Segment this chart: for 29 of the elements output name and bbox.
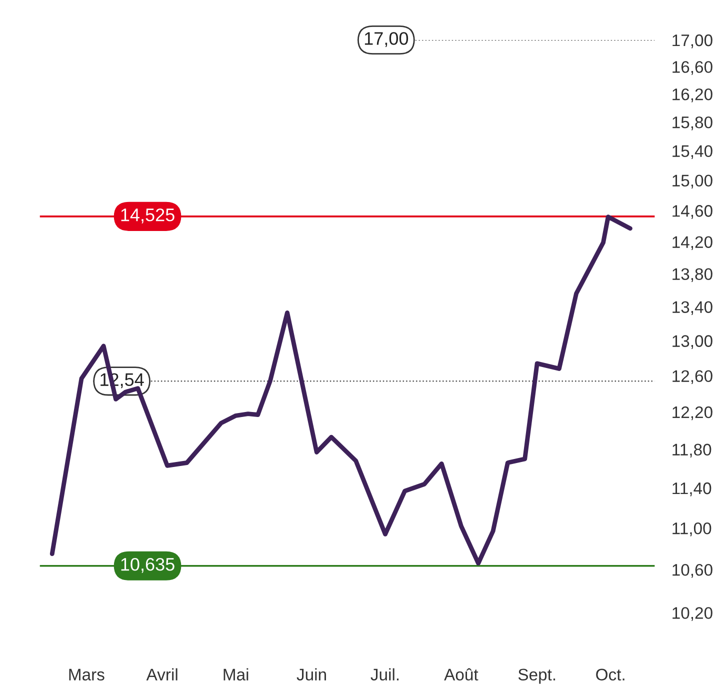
y-tick-label: 11,80 [672,444,712,458]
y-tick-label: 16,60 [672,61,712,75]
ref-line-label: 10,635 [121,558,174,573]
y-tick-label: 15,40 [672,145,712,160]
y-tick-label: 15,00 [672,174,712,189]
y-tick-label: 14,20 [672,236,712,250]
x-tick-label: Avril [146,668,178,680]
y-tick-label: 13,40 [672,301,712,315]
x-tick-label: Mars [69,668,104,681]
x-tick-label: Mai [224,668,248,681]
y-tick-label: 11,40 [672,482,712,496]
y-tick-label: 10,60 [672,564,712,578]
x-tick-label: Oct. [596,668,624,681]
y-tick-label: 11,00 [672,522,712,536]
x-tick-label: Juil. [370,668,399,681]
x-tick-label: Sept. [518,668,556,684]
y-tick-label: 12,60 [672,370,712,384]
y-tick-label: 14,60 [672,205,712,219]
y-tick-label: 17,00 [672,34,712,48]
y-tick-label: 10,20 [672,607,712,621]
y-tick-label: 13,80 [672,268,712,282]
ref-line-label: 14,525 [121,208,174,224]
y-tick-label: 16,20 [672,88,712,102]
x-tick-label: Août [444,668,478,681]
y-tick-label: 15,80 [672,116,712,130]
x-tick-label: Juin [296,668,326,681]
y-tick-label: 13,00 [672,335,712,349]
ref-line-label: 17,00 [364,32,408,47]
y-tick-label: 12,20 [672,406,712,420]
